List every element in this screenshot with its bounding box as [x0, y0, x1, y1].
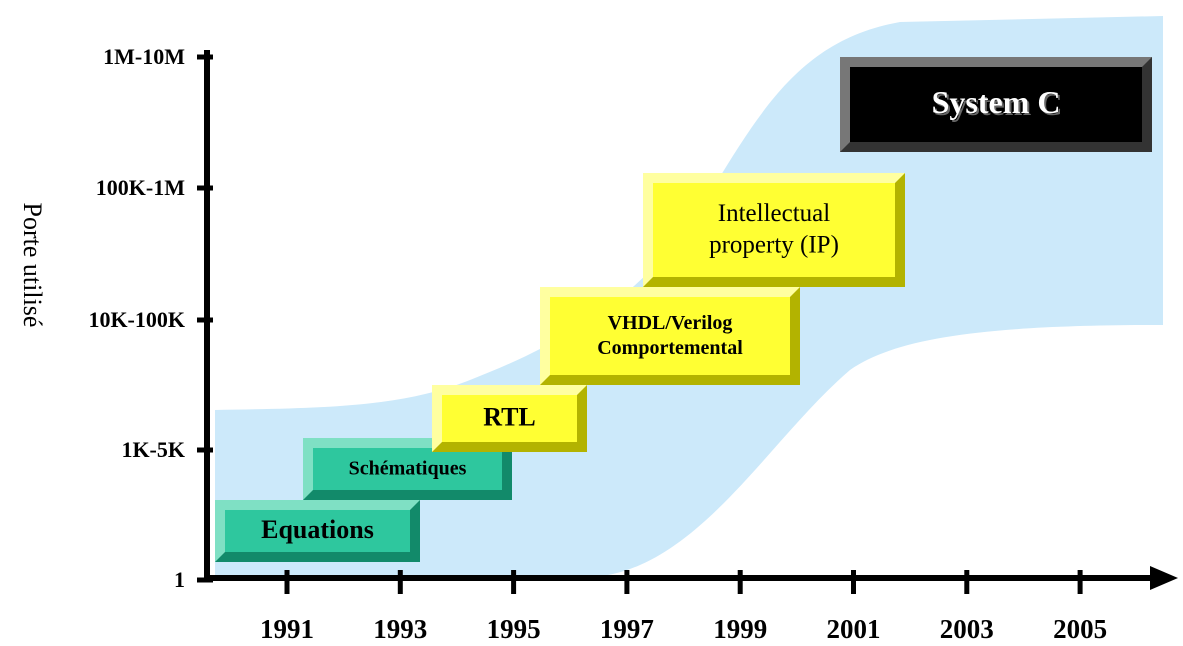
- y-tick-label: 1K-5K: [121, 437, 185, 462]
- box-face: [442, 395, 577, 442]
- y-tick-label: 10K-100K: [88, 307, 185, 332]
- y-tick-label: 1M-10M: [103, 44, 185, 69]
- x-tick-label: 1991: [260, 614, 314, 644]
- box: RTL: [432, 385, 587, 452]
- box-label: Equations: [261, 515, 374, 544]
- box-label: System C: [932, 84, 1061, 120]
- x-tick-label: 2005: [1053, 614, 1107, 644]
- box-label: Comportemental: [597, 337, 743, 359]
- box-face: [653, 183, 895, 277]
- box-label-shadow: System C: [934, 86, 1063, 122]
- box-label: property (IP): [709, 231, 839, 258]
- x-tick-label: 1997: [600, 614, 654, 644]
- x-tick-label: 1999: [713, 614, 767, 644]
- x-tick-label: 1993: [373, 614, 427, 644]
- x-tick-label: 1995: [487, 614, 541, 644]
- box-label: Schématiques: [349, 458, 467, 480]
- box-label: Intellectual: [718, 200, 830, 227]
- y-tick-label: 100K-1M: [96, 175, 185, 200]
- box-label: RTL: [483, 402, 536, 431]
- box: Intellectual property (IP): [643, 173, 905, 287]
- y-tick-label: 1: [174, 567, 185, 592]
- y-axis-title: Porte utilisé: [18, 203, 47, 328]
- box-face: [225, 510, 410, 552]
- box: Equations: [215, 500, 420, 562]
- box-face: [550, 297, 790, 375]
- x-tick-label: 2001: [827, 614, 881, 644]
- x-axis-arrow: [1150, 566, 1178, 590]
- box: VHDL/Verilog Comportemental: [540, 287, 800, 385]
- box-face: [850, 67, 1142, 142]
- box-face: [313, 448, 502, 490]
- box-label: VHDL/Verilog: [608, 312, 733, 334]
- x-tick-label: 2003: [940, 614, 994, 644]
